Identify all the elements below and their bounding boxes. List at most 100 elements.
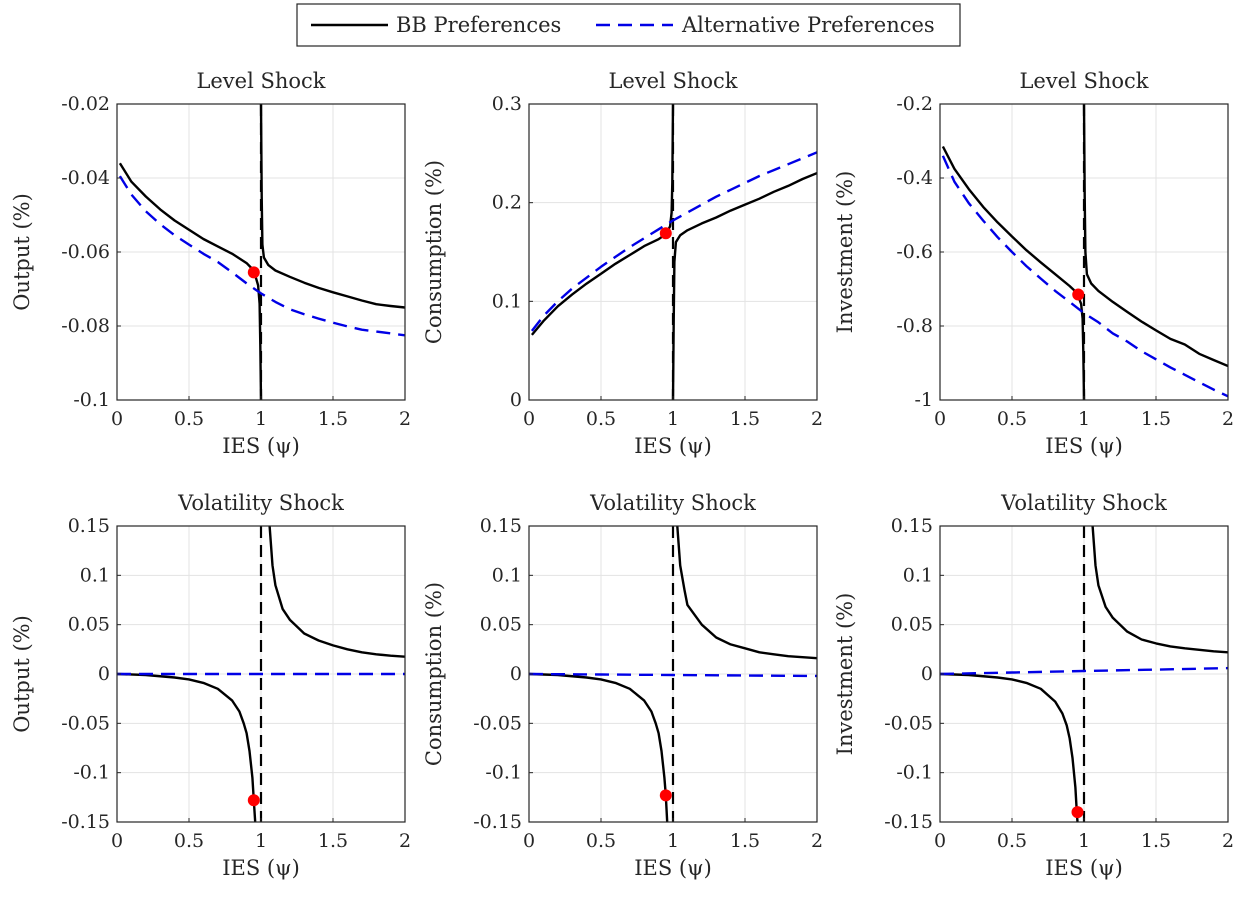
plot-series <box>530 104 817 400</box>
y-tick-label: 0.15 <box>891 515 933 537</box>
legend-label-bb: BB Preferences <box>396 13 561 37</box>
panel-title: Volatility Shock <box>177 491 344 515</box>
series-line-bb <box>671 171 817 400</box>
plot-series <box>940 526 1228 822</box>
plot-series <box>117 526 405 822</box>
y-tick-label: -0.2 <box>896 93 933 115</box>
y-tick-label: -0.1 <box>73 389 110 411</box>
panel-6: 0 0.5 1 1.5 2 -0.15 -0.1 -0.05 0 0.05 0.1 0.15 Volat… <box>833 491 1234 880</box>
y-tick-label: -0.6 <box>896 241 933 263</box>
y-tick-label: 0 <box>921 663 933 685</box>
y-tick-label: 0.15 <box>480 515 522 537</box>
plot-series <box>118 104 405 400</box>
series-line-alternative <box>940 666 1228 676</box>
x-tick-label: 1.5 <box>1141 830 1171 852</box>
x-tick-label: 2 <box>1222 830 1234 852</box>
calibration-marker <box>247 794 260 807</box>
y-axis-title: Output (%) <box>10 615 34 733</box>
y-tick-label: -1 <box>914 389 933 411</box>
x-tick-label: 2 <box>399 408 411 430</box>
legend-label-alt: Alternative Preferences <box>681 13 935 37</box>
y-tick-label: 0.2 <box>492 192 522 214</box>
y-tick-label: 0.1 <box>903 564 933 586</box>
x-tick-label: 2 <box>811 830 823 852</box>
y-tick-label: -0.06 <box>61 241 110 263</box>
series-line-bb <box>940 672 1079 822</box>
y-tick-label: -0.4 <box>896 167 933 189</box>
y-tick-label: -0.02 <box>61 93 110 115</box>
x-tick-label: 1 <box>667 830 679 852</box>
plot-series <box>529 526 817 822</box>
y-tick-label: -0.1 <box>896 762 933 784</box>
panel-title: Volatility Shock <box>1000 491 1167 515</box>
x-tick-label: 0.5 <box>997 408 1027 430</box>
series-line-alternative <box>529 672 817 678</box>
y-tick-label: -0.1 <box>73 762 110 784</box>
y-axis-title: Investment (%) <box>833 593 857 756</box>
x-tick-label: 0.5 <box>174 830 204 852</box>
x-tick-label: 0.5 <box>997 830 1027 852</box>
series-line-bb <box>259 104 405 309</box>
x-tick-label: 1 <box>1078 830 1090 852</box>
y-axis-title: Investment (%) <box>833 171 857 334</box>
panel-2: 0 0.5 1 1.5 2 0 0.1 0.2 0.3 Level Shock IES (ψ) Con… <box>422 69 823 458</box>
x-tick-label: 1.5 <box>730 408 760 430</box>
panel-title: Level Shock <box>1019 69 1148 93</box>
y-tick-label: -0.08 <box>61 315 110 337</box>
y-tick-label: 0.1 <box>80 564 110 586</box>
y-tick-label: -0.05 <box>61 712 110 734</box>
y-tick-label: 0.15 <box>68 515 110 537</box>
x-tick-label: 1 <box>255 408 267 430</box>
x-tick-label: 2 <box>811 408 823 430</box>
x-tick-label: 0 <box>523 830 535 852</box>
calibration-marker <box>247 266 260 279</box>
y-tick-label: 0.05 <box>891 614 933 636</box>
x-tick-label: 1.5 <box>318 408 348 430</box>
x-tick-label: 1 <box>667 408 679 430</box>
x-tick-label: 1.5 <box>318 830 348 852</box>
series-line-bb <box>268 526 405 658</box>
y-tick-label: -0.1 <box>485 762 522 784</box>
y-axis-title: Consumption (%) <box>422 582 446 766</box>
series-line-bb <box>117 672 257 822</box>
y-tick-label: -0.8 <box>896 315 933 337</box>
x-tick-label: 1.5 <box>1141 408 1171 430</box>
panel-1: 0 0.5 1 1.5 2 -0.1 -0.08 -0.06 -0.04 -0.02 Level S… <box>10 69 411 458</box>
x-tick-label: 0.5 <box>586 408 616 430</box>
x-axis-title: IES (ψ) <box>222 434 300 458</box>
x-tick-label: 0.5 <box>174 408 204 430</box>
series-line-alternative <box>118 175 405 337</box>
y-tick-label: 0.05 <box>68 614 110 636</box>
y-tick-label: -0.15 <box>884 811 933 833</box>
panel-5: 0 0.5 1 1.5 2 -0.15 -0.1 -0.05 0 0.05 0.1 0.15 Volat… <box>422 491 823 880</box>
x-axis-title: IES (ψ) <box>634 856 712 880</box>
series-line-bb <box>676 526 817 660</box>
series-line-bb <box>529 672 669 822</box>
series-line-bb <box>118 162 263 400</box>
y-axis-title: Consumption (%) <box>422 160 446 344</box>
x-tick-label: 2 <box>399 830 411 852</box>
calibration-marker <box>1071 806 1084 819</box>
y-tick-label: 0.1 <box>492 290 522 312</box>
calibration-marker <box>659 227 672 240</box>
calibration-marker <box>1072 288 1085 301</box>
x-tick-label: 0 <box>934 408 946 430</box>
y-tick-label: -0.15 <box>61 811 110 833</box>
series-line-bb <box>941 145 1086 400</box>
y-tick-label: -0.04 <box>61 167 110 189</box>
panel-title: Volatility Shock <box>589 491 756 515</box>
panel-4: 0 0.5 1 1.5 2 -0.15 -0.1 -0.05 0 0.05 0.1 0.15 Volat… <box>10 491 411 880</box>
plot-series <box>941 104 1228 400</box>
x-axis-title: IES (ψ) <box>222 856 300 880</box>
y-tick-label: 0 <box>510 389 522 411</box>
panel-title: Level Shock <box>196 69 325 93</box>
panel-title: Level Shock <box>608 69 737 93</box>
x-tick-label: 0.5 <box>586 830 616 852</box>
y-tick-label: 0.1 <box>492 564 522 586</box>
series-line-bb <box>1082 104 1228 368</box>
panel-3: 0 0.5 1 1.5 2 -1 -0.8 -0.6 -0.4 -0.2 Level Shock IE… <box>833 69 1234 458</box>
series-line-bb <box>530 104 675 336</box>
legend: BB Preferences Alternative Preferences <box>296 3 961 47</box>
x-axis-title: IES (ψ) <box>1045 856 1123 880</box>
